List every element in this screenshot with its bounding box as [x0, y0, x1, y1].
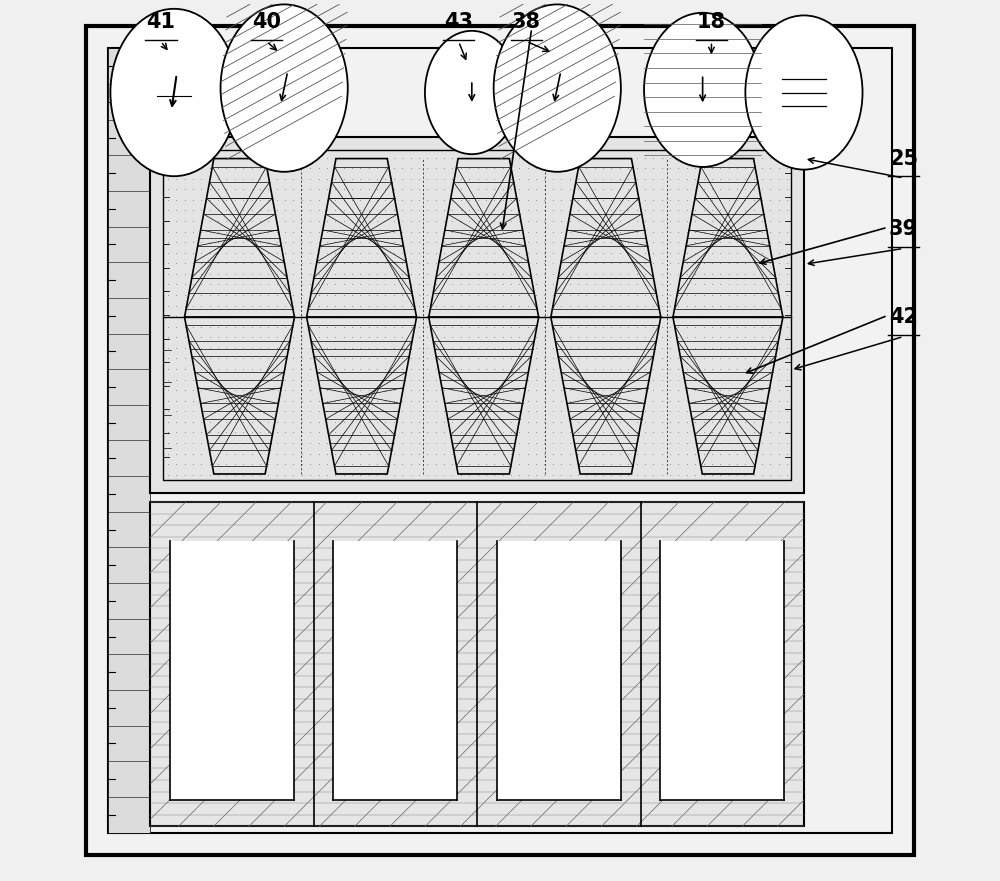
Ellipse shape: [110, 9, 238, 176]
Bar: [170, 541, 294, 801]
Text: 42: 42: [889, 307, 918, 327]
Bar: [163, 150, 791, 480]
Bar: [660, 541, 784, 801]
Text: 40: 40: [252, 12, 281, 32]
Bar: [108, 48, 892, 833]
Bar: [150, 502, 804, 826]
Ellipse shape: [494, 4, 621, 172]
Text: 25: 25: [889, 149, 918, 168]
Bar: [278, 127, 290, 146]
Text: 38: 38: [512, 12, 541, 32]
Bar: [696, 127, 709, 146]
Text: 18: 18: [697, 12, 726, 32]
Bar: [551, 127, 563, 146]
Bar: [168, 127, 180, 146]
Bar: [497, 541, 621, 801]
Ellipse shape: [644, 13, 761, 167]
Ellipse shape: [425, 31, 519, 154]
Bar: [108, 48, 150, 833]
Bar: [333, 541, 457, 801]
Bar: [466, 127, 478, 146]
Bar: [798, 127, 810, 146]
Ellipse shape: [745, 16, 863, 169]
Text: 39: 39: [889, 219, 918, 239]
Text: 43: 43: [444, 12, 473, 32]
Bar: [150, 137, 804, 493]
Text: 41: 41: [146, 12, 175, 32]
Ellipse shape: [221, 4, 348, 172]
